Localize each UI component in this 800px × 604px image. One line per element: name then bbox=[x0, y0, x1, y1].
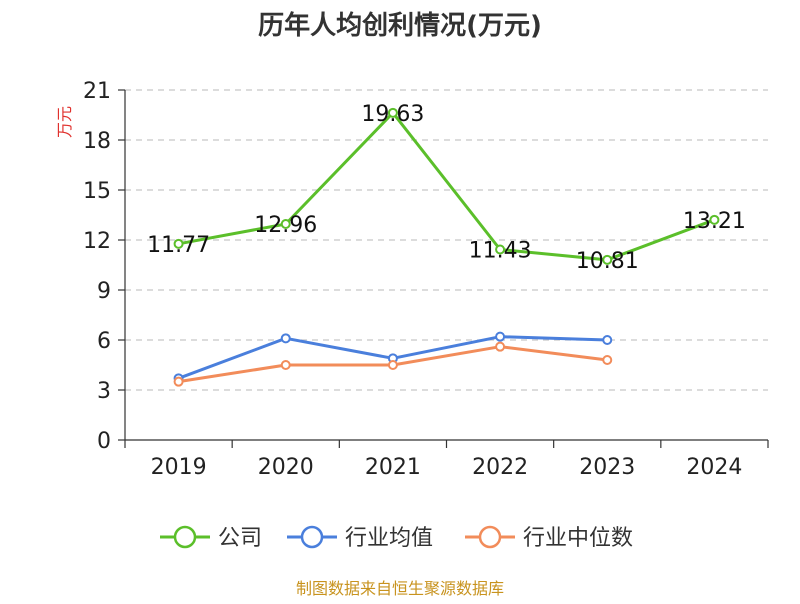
data-point-2-2020 bbox=[280, 360, 291, 370]
x-tick-label-2022: 2022 bbox=[472, 455, 528, 480]
y-tick-label-1: 3 bbox=[97, 379, 111, 404]
chart-title: 历年人均创利情况(万元) bbox=[258, 10, 542, 41]
series-line-0 bbox=[178, 111, 715, 262]
y-tick-label-0: 0 bbox=[97, 429, 111, 454]
x-tick-label-2019: 2019 bbox=[151, 455, 207, 480]
y-axis-label: 万元 bbox=[55, 106, 74, 138]
legend-label-1: 行业均值 bbox=[345, 526, 433, 551]
data-label-2020: 12.96 bbox=[254, 213, 317, 238]
data-point-2-2022 bbox=[495, 341, 506, 352]
data-point-1-2022 bbox=[495, 331, 506, 342]
data-point-0-2023 bbox=[602, 254, 613, 265]
x-tick-label-2020: 2020 bbox=[258, 455, 314, 480]
data-point-0-2024 bbox=[709, 214, 720, 225]
x-tick-label-2024: 2024 bbox=[686, 455, 742, 480]
data-point-0-2021 bbox=[387, 107, 398, 118]
y-tick-label-6: 18 bbox=[83, 129, 111, 154]
y-tick-label-5: 15 bbox=[83, 179, 111, 204]
data-label-2021: 19.63 bbox=[361, 102, 424, 127]
x-tick-label-2023: 2023 bbox=[579, 455, 635, 480]
gridlines bbox=[125, 89, 768, 391]
data-point-1-2023 bbox=[602, 335, 613, 345]
x-tick-label-2021: 2021 bbox=[365, 455, 421, 480]
data-point-2-2019 bbox=[173, 376, 184, 387]
data-point-2-2021 bbox=[387, 360, 398, 370]
legend-item-2: 行业中位数 bbox=[465, 525, 633, 551]
data-label-2024: 13.21 bbox=[683, 209, 746, 234]
data-point-1-2020 bbox=[280, 333, 291, 344]
data-point-2-2023 bbox=[602, 355, 613, 365]
source-note: 制图数据来自恒生聚源数据库 bbox=[296, 579, 504, 598]
y-tick-label-7: 21 bbox=[83, 79, 111, 104]
y-tick-label-2: 6 bbox=[97, 329, 111, 354]
data-point-0-2019 bbox=[173, 238, 184, 249]
legend-label-0: 公司 bbox=[218, 526, 262, 551]
legend-item-0: 公司 bbox=[160, 525, 262, 551]
data-label-2019: 11.77 bbox=[147, 233, 210, 258]
data-point-0-2022 bbox=[495, 244, 506, 255]
legend: 公司 行业均值 行业中位数 bbox=[160, 525, 633, 551]
data-labels: 11.77 12.96 19.63 11.43 10.81 13.21 bbox=[147, 102, 746, 274]
data-label-2022: 11.43 bbox=[469, 239, 532, 264]
legend-label-2: 行业中位数 bbox=[523, 526, 633, 551]
legend-marker-1 bbox=[300, 525, 324, 549]
data-label-2023: 10.81 bbox=[576, 249, 639, 274]
legend-marker-2 bbox=[478, 525, 502, 549]
y-tick-label-3: 9 bbox=[97, 279, 111, 304]
series-lines bbox=[173, 107, 720, 387]
data-point-0-2020 bbox=[280, 219, 291, 229]
y-tick-label-4: 12 bbox=[83, 229, 111, 254]
legend-marker-0 bbox=[173, 525, 197, 549]
legend-item-1: 行业均值 bbox=[287, 525, 433, 551]
axes: 0 3 6 9 12 15 18 21 2019 2020 2021 2022 2023 2024 bbox=[83, 79, 769, 480]
